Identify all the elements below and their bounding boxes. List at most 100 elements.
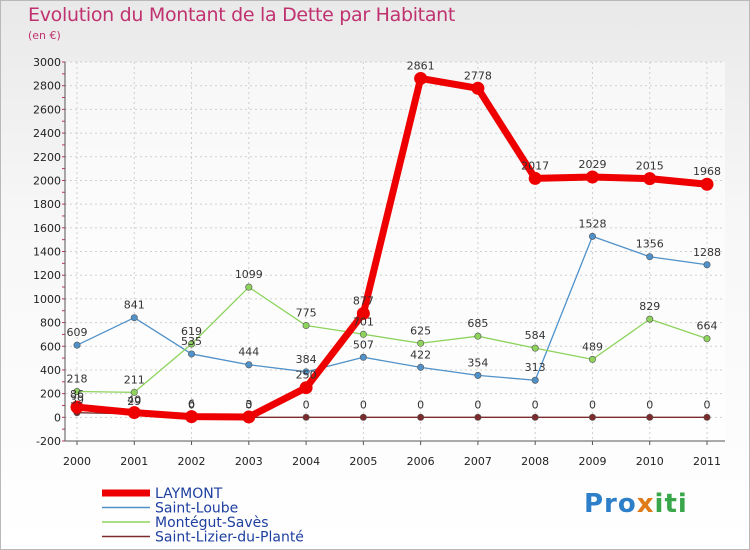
data-point bbox=[703, 261, 711, 269]
data-label: 664 bbox=[697, 320, 718, 333]
y-tick-label: 1000 bbox=[33, 293, 61, 306]
data-point bbox=[417, 413, 425, 421]
data-label: 313 bbox=[525, 361, 546, 374]
legend-label: Saint-Loube bbox=[155, 501, 238, 517]
y-tick-label: 400 bbox=[40, 364, 61, 377]
y-tick-label: 2400 bbox=[33, 127, 61, 140]
data-label: 29 bbox=[127, 395, 141, 408]
y-tick-label: 2800 bbox=[33, 80, 61, 93]
data-label: 211 bbox=[124, 373, 145, 386]
data-label: 584 bbox=[525, 329, 546, 342]
data-label: 619 bbox=[181, 325, 202, 338]
data-point bbox=[245, 361, 253, 369]
data-point bbox=[356, 306, 370, 320]
x-tick-label: 2003 bbox=[235, 455, 263, 468]
data-point bbox=[302, 413, 310, 421]
data-label: 701 bbox=[353, 315, 374, 328]
series-line-1 bbox=[76, 235, 708, 381]
data-point bbox=[359, 413, 367, 421]
data-label: 2778 bbox=[464, 69, 492, 82]
proxiti-logo: Proxiti bbox=[584, 489, 688, 519]
data-label: 3 bbox=[245, 398, 252, 411]
y-tick-label: 1200 bbox=[33, 269, 61, 282]
data-label: 354 bbox=[467, 356, 488, 369]
y-tick-label: 0 bbox=[54, 411, 61, 424]
data-point bbox=[302, 322, 310, 330]
data-point bbox=[531, 413, 539, 421]
data-point bbox=[474, 332, 482, 340]
legend-label: Montégut-Savès bbox=[155, 515, 269, 531]
data-label: 489 bbox=[582, 340, 603, 353]
data-point bbox=[643, 172, 657, 186]
data-point bbox=[73, 341, 81, 349]
data-point bbox=[585, 170, 599, 184]
data-label: 0 bbox=[360, 398, 367, 411]
data-point bbox=[359, 330, 367, 338]
data-label: 0 bbox=[245, 398, 252, 411]
data-point bbox=[73, 387, 81, 395]
data-label: 86 bbox=[70, 388, 84, 401]
data-point bbox=[417, 363, 425, 371]
data-label: 218 bbox=[67, 372, 88, 385]
y-tick-label: 1600 bbox=[33, 222, 61, 235]
x-tick-label: 2002 bbox=[178, 455, 206, 468]
data-point bbox=[703, 413, 711, 421]
y-tick-label: 2200 bbox=[33, 151, 61, 164]
data-point bbox=[130, 314, 138, 322]
chart-title: Evolution du Montant de la Dette par Hab… bbox=[28, 4, 456, 26]
data-label: 0 bbox=[646, 398, 653, 411]
data-point bbox=[130, 388, 138, 396]
data-point bbox=[188, 340, 196, 348]
data-point bbox=[127, 406, 141, 420]
data-point bbox=[417, 339, 425, 347]
y-tick-label: -200 bbox=[36, 435, 61, 448]
data-point bbox=[531, 376, 539, 384]
data-point bbox=[588, 355, 596, 363]
data-point bbox=[245, 283, 253, 291]
data-label: 6 bbox=[188, 398, 195, 411]
series-line-2 bbox=[76, 286, 708, 393]
x-tick-label: 2001 bbox=[120, 455, 148, 468]
data-point bbox=[646, 253, 654, 261]
data-label: 1356 bbox=[636, 238, 664, 251]
series-line-0 bbox=[73, 74, 711, 421]
x-tick-label: 2007 bbox=[464, 455, 492, 468]
data-label: 1288 bbox=[693, 246, 721, 259]
data-label: 0 bbox=[589, 398, 596, 411]
data-point bbox=[703, 335, 711, 343]
data-label: 841 bbox=[124, 299, 145, 312]
x-tick-label: 2006 bbox=[407, 455, 435, 468]
data-label: 2029 bbox=[578, 158, 606, 171]
x-tick-label: 2005 bbox=[349, 455, 377, 468]
y-tick-label: 2600 bbox=[33, 103, 61, 116]
data-label: 877 bbox=[353, 294, 374, 307]
data-point bbox=[185, 410, 199, 424]
data-label: 535 bbox=[181, 335, 202, 348]
data-label: 250 bbox=[296, 369, 317, 382]
data-point bbox=[646, 315, 654, 323]
data-point bbox=[588, 413, 596, 421]
data-label: 1968 bbox=[693, 165, 721, 178]
data-label: 0 bbox=[188, 398, 195, 411]
x-tick-label: 2004 bbox=[292, 455, 320, 468]
y-tick-label: 200 bbox=[40, 388, 61, 401]
x-tick-label: 2008 bbox=[521, 455, 549, 468]
y-tick-label: 1800 bbox=[33, 198, 61, 211]
data-label: 507 bbox=[353, 338, 374, 351]
data-label: 39 bbox=[70, 394, 84, 407]
data-label: 609 bbox=[67, 326, 88, 339]
data-point bbox=[70, 400, 84, 414]
data-label: 1528 bbox=[578, 217, 606, 230]
data-label: 685 bbox=[467, 317, 488, 330]
x-tick-label: 2010 bbox=[636, 455, 664, 468]
data-label: 1099 bbox=[235, 268, 263, 281]
data-label: 422 bbox=[410, 348, 431, 361]
data-point bbox=[700, 177, 714, 191]
x-tick-label: 2011 bbox=[693, 455, 721, 468]
data-point bbox=[302, 368, 310, 376]
data-label: 829 bbox=[639, 300, 660, 313]
unit-label: (en €) bbox=[28, 29, 61, 42]
data-label: 0 bbox=[532, 398, 539, 411]
data-label: 444 bbox=[238, 346, 259, 359]
data-point bbox=[528, 171, 542, 185]
